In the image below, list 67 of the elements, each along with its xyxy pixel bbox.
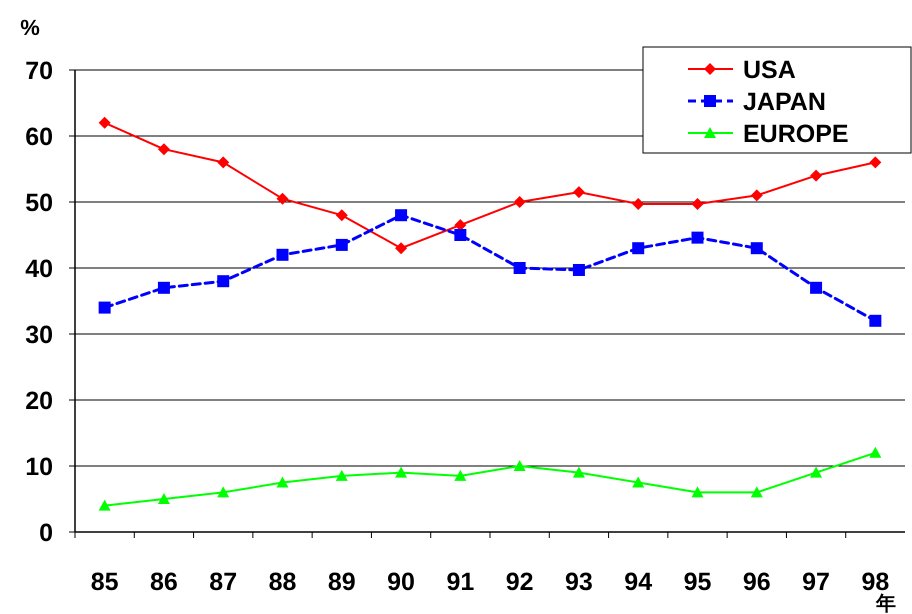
point (572, 466, 585, 478)
x-tick-label: 89 (328, 568, 356, 596)
point (98, 302, 111, 314)
y-tick-label: 0 (39, 519, 53, 547)
point (217, 486, 230, 498)
point (810, 282, 822, 294)
point (632, 476, 644, 488)
x-axis-title: 年 (875, 593, 896, 614)
point (632, 242, 644, 254)
point (217, 156, 230, 168)
point (572, 264, 585, 276)
x-tick-label: 90 (387, 568, 415, 596)
point (514, 196, 526, 208)
point (98, 500, 111, 511)
y-tick-label: 40 (25, 255, 53, 283)
point (454, 470, 466, 481)
point (336, 238, 348, 251)
point (336, 209, 348, 222)
point (810, 170, 822, 182)
y-tick-label: 70 (25, 57, 53, 85)
point (514, 262, 526, 274)
point (750, 189, 763, 202)
y-tick-label: 60 (25, 123, 53, 151)
legend-label: JAPAN (743, 88, 826, 116)
x-tick-label: 86 (150, 568, 178, 596)
point (750, 486, 763, 498)
point (158, 493, 170, 504)
point (750, 242, 763, 254)
point (395, 242, 408, 254)
point (692, 198, 704, 210)
point (869, 446, 882, 458)
y-tick-label: 20 (25, 387, 53, 415)
point (692, 232, 704, 244)
point (217, 275, 230, 288)
y-axis-title: % (20, 15, 40, 40)
point (336, 470, 348, 481)
point (276, 248, 288, 261)
point (454, 229, 466, 241)
x-tick-label: 94 (624, 568, 652, 596)
y-tick-label: 10 (25, 453, 53, 481)
x-tick-label: 85 (90, 568, 119, 596)
x-tick-label: 88 (268, 568, 296, 596)
point (158, 143, 170, 156)
y-tick-label: 30 (25, 321, 53, 349)
legend-label: EUROPE (743, 120, 849, 148)
y-tick-label: 50 (25, 189, 53, 217)
point (632, 198, 644, 210)
point (276, 192, 288, 205)
x-tick-label: 95 (684, 568, 712, 596)
x-tick-label: 96 (742, 568, 771, 596)
point (869, 156, 882, 168)
x-tick-label: 87 (209, 568, 238, 596)
point (98, 116, 111, 129)
point (692, 486, 704, 498)
point (869, 314, 882, 327)
point (158, 282, 170, 294)
x-tick-label: 93 (565, 568, 593, 596)
legend-label: USA (743, 56, 796, 84)
point (395, 466, 408, 478)
point (810, 466, 822, 478)
point (276, 476, 288, 488)
x-tick-label: 92 (506, 568, 534, 596)
point (395, 209, 408, 222)
x-tick-label: 97 (802, 568, 830, 596)
point (572, 186, 585, 198)
point (514, 460, 526, 471)
x-tick-label: 91 (446, 568, 474, 596)
